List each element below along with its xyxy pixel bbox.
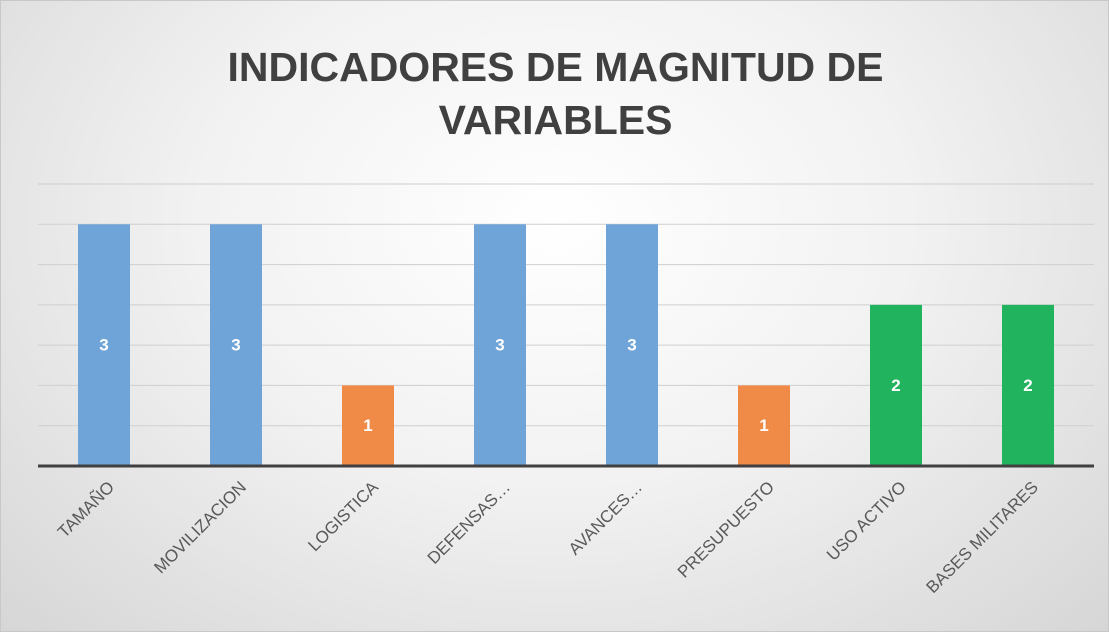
bar — [210, 224, 262, 466]
x-tick-label: USO ACTIVO — [823, 478, 910, 565]
x-tick-label: AVANCES… — [565, 478, 646, 559]
bar — [342, 385, 394, 466]
x-tick-label: BASES MILITARES — [923, 478, 1042, 597]
bar — [1002, 304, 1054, 466]
x-tick-label: LOGISTICA — [304, 477, 382, 555]
data-label: 3 — [99, 336, 108, 355]
bar — [474, 224, 526, 466]
x-tick-label: DEFENSAS… — [424, 478, 514, 568]
data-label: 3 — [231, 336, 240, 355]
data-label: 2 — [1023, 376, 1032, 395]
x-tick-label: TAMAÑO — [54, 478, 118, 542]
bar — [738, 385, 790, 466]
chart-title: INDICADORES DE MAGNITUD DE VARIABLES — [227, 44, 884, 143]
title-box: INDICADORES DE MAGNITUD DE VARIABLES — [1, 41, 1108, 147]
bar — [606, 224, 658, 466]
data-label: 2 — [891, 376, 900, 395]
x-tick-label: MOVILIZACION — [150, 478, 250, 578]
bar — [870, 304, 922, 466]
bar — [78, 224, 130, 466]
data-label: 3 — [627, 336, 636, 355]
data-label: 1 — [363, 416, 372, 435]
data-label: 3 — [495, 336, 504, 355]
data-label: 1 — [759, 416, 768, 435]
x-tick-label: PRESUPUESTO — [674, 478, 778, 582]
